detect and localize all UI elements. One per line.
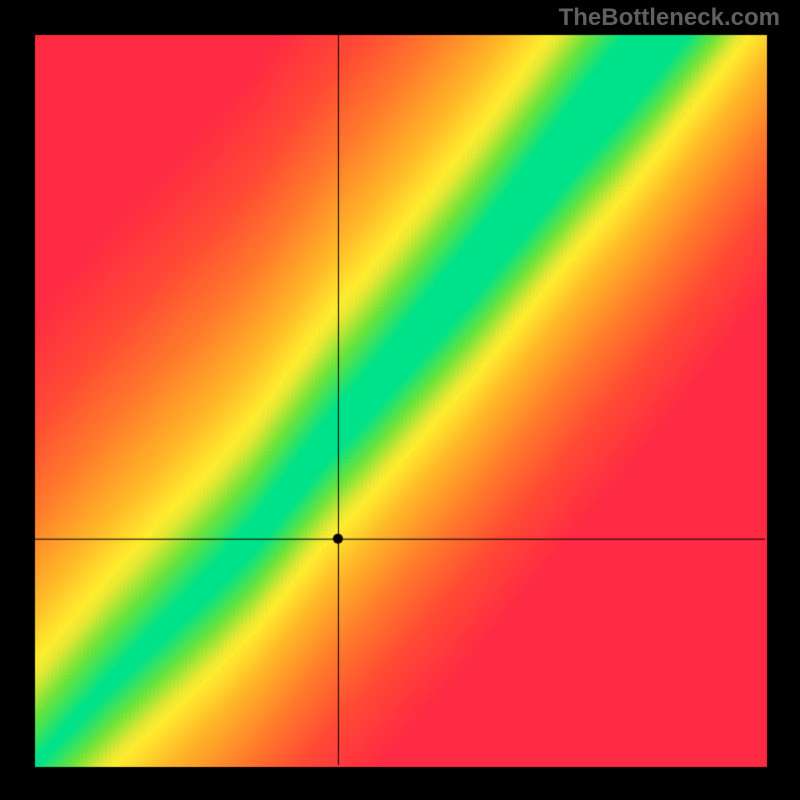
watermark-text: TheBottleneck.com — [559, 4, 780, 32]
bottleneck-heatmap — [0, 0, 800, 800]
chart-container: TheBottleneck.com — [0, 0, 800, 800]
